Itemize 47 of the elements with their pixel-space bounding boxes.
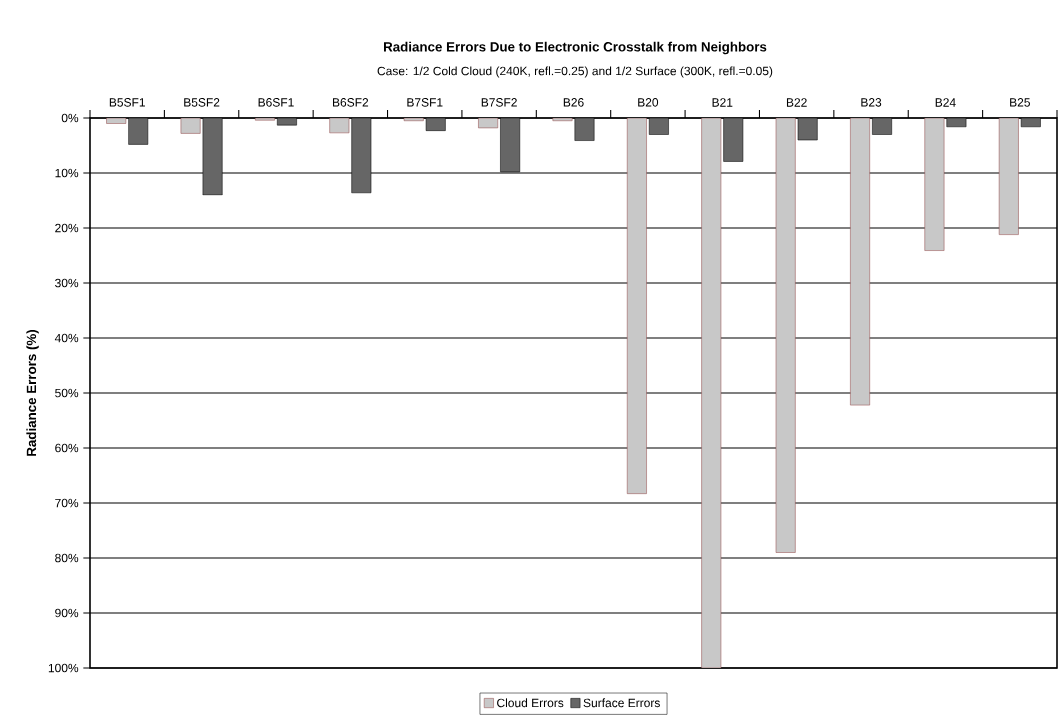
bar <box>723 118 744 162</box>
y-tick-label: 50% <box>55 388 79 398</box>
y-tick-label: 70% <box>55 498 79 508</box>
x-tick-label: B7SF1 <box>407 98 443 107</box>
x-tick-label: B6SF2 <box>332 98 369 107</box>
x-tick-label: B6SF1 <box>258 98 294 107</box>
x-tick-label: B26 <box>563 98 584 107</box>
y-tick-label: 40% <box>54 333 79 343</box>
chart-subtitle: Case: 1/2 Cold Cloud (240K, refl.=0.25) and 1/2 Surface (300K, refl.=0.05) <box>377 66 773 78</box>
bar <box>403 118 424 122</box>
y-tick-label: 100% <box>48 663 79 673</box>
legend-label: Cloud Errors <box>497 698 564 708</box>
bar <box>329 118 350 134</box>
x-tick-label: B24 <box>935 98 956 107</box>
bar <box>500 118 521 173</box>
bar <box>626 118 647 494</box>
y-axis-title: Radiance Errors (%) <box>26 329 39 456</box>
bar <box>775 118 796 553</box>
x-tick-label: B5SF2 <box>184 98 220 107</box>
x-tick-label: B20 <box>638 98 659 107</box>
bar <box>180 118 201 134</box>
bar <box>106 118 127 124</box>
bar <box>202 118 223 196</box>
x-tick-label: B23 <box>861 98 882 107</box>
x-tick-label: B7SF2 <box>481 98 517 107</box>
y-tick-label: 90% <box>55 608 79 618</box>
bar <box>924 118 945 251</box>
y-tick-label: 10% <box>55 168 79 178</box>
bar <box>552 118 573 122</box>
y-tick-label: 0% <box>61 113 79 123</box>
y-tick-label: 30% <box>55 278 79 288</box>
bar <box>478 118 499 129</box>
x-tick-label: B21 <box>712 98 733 107</box>
y-tick-label: 60% <box>55 443 79 453</box>
y-tick-label: 80% <box>55 553 79 563</box>
x-tick-label: B25 <box>1010 98 1030 107</box>
bar <box>701 118 722 669</box>
bar <box>351 118 372 194</box>
legend-label: Surface Errors <box>583 698 660 708</box>
bar <box>574 118 595 141</box>
bar <box>850 118 870 406</box>
y-tick-label: 20% <box>55 223 79 233</box>
bar <box>255 118 275 121</box>
bar <box>998 118 1019 235</box>
x-tick-label: B22 <box>786 98 807 107</box>
chart-title: Radiance Errors Due to Electronic Crosstalk from Neighbors <box>384 41 767 55</box>
x-tick-label: B5SF1 <box>109 98 145 107</box>
